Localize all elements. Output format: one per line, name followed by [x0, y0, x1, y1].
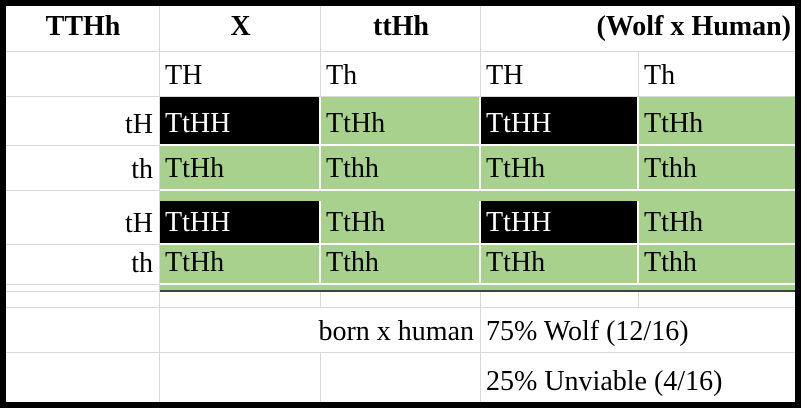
punnett-row: th TtHh Tthh TtHh Tthh — [6, 146, 795, 191]
empty-cell — [6, 191, 160, 201]
wolf-result-cell[interactable]: 75% Wolf (12/16) — [481, 308, 689, 353]
unviable-result-cell[interactable]: 25% Unviable (4/16) — [486, 366, 723, 398]
parent1-genotype-cell[interactable]: TTHh — [6, 6, 160, 52]
green-spacer-row — [6, 191, 795, 201]
punnett-cell-lethal[interactable]: TtHH — [160, 201, 321, 245]
gamete-cell[interactable]: TH — [481, 52, 639, 97]
empty-cell — [639, 308, 795, 353]
empty-cell — [321, 292, 481, 308]
gamete-header-row: TH Th TH Th — [6, 52, 795, 97]
punnett-cell-viable[interactable]: Tthh — [321, 146, 481, 191]
empty-cell — [321, 353, 481, 402]
punnett-cell-lethal[interactable]: TtHH — [160, 97, 321, 146]
punnett-cell-viable[interactable]: Tthh — [639, 245, 795, 285]
punnett-cell-viable[interactable]: TtHh — [160, 245, 321, 285]
summary-cross-label-cell[interactable]: born x human — [318, 308, 481, 353]
cross-note-cell[interactable]: (Wolf x Human) — [481, 6, 795, 52]
punnett-cell-viable[interactable]: TtHh — [481, 245, 639, 285]
empty-cell — [481, 292, 639, 308]
punnett-cell-lethal[interactable]: TtHH — [481, 97, 639, 146]
empty-row — [6, 292, 795, 308]
row-gamete-label[interactable]: th — [6, 146, 160, 191]
row-gamete-label[interactable]: tH — [6, 97, 160, 146]
empty-cell — [6, 308, 160, 353]
empty-cell — [639, 353, 795, 402]
empty-cell — [160, 353, 321, 402]
punnett-row: tH TtHH TtHh TtHH TtHh — [6, 97, 795, 146]
punnett-cell-lethal[interactable]: TtHH — [481, 201, 639, 245]
green-spacer-strip — [160, 191, 795, 201]
punnett-cell-viable[interactable]: TtHh — [481, 146, 639, 191]
punnett-cell-viable[interactable]: TtHh — [321, 97, 481, 146]
gamete-cell[interactable]: Th — [639, 52, 795, 97]
punnett-cell-viable[interactable]: Tthh — [321, 245, 481, 285]
empty-cell — [639, 292, 795, 308]
punnett-cell-viable[interactable]: TtHh — [639, 97, 795, 146]
empty-cell — [160, 292, 321, 308]
green-spacer-strip — [160, 285, 795, 292]
empty-cell — [6, 292, 160, 308]
header-row: TTHh X ttHh (Wolf x Human) — [6, 6, 795, 52]
punnett-cell-viable[interactable]: Tthh — [639, 146, 795, 191]
empty-cell — [6, 285, 160, 292]
summary-row: 25% Unviable (4/16) — [6, 353, 795, 402]
empty-cell — [160, 308, 321, 353]
row-gamete-label[interactable]: th — [6, 245, 160, 285]
punnett-row: tH TtHH TtHh TtHH TtHh — [6, 201, 795, 245]
punnett-cell-viable[interactable]: TtHh — [639, 201, 795, 245]
parent2-genotype-cell[interactable]: ttHh — [321, 6, 481, 52]
gamete-cell[interactable]: TH — [160, 52, 321, 97]
summary-row: born x human 75% Wolf (12/16) — [6, 308, 795, 353]
punnett-row: th TtHh Tthh TtHh Tthh — [6, 245, 795, 285]
row-gamete-label[interactable]: tH — [6, 201, 160, 245]
empty-cell — [6, 52, 160, 97]
green-spacer-row — [6, 285, 795, 292]
gamete-cell[interactable]: Th — [321, 52, 481, 97]
punnett-cell-viable[interactable]: TtHh — [160, 146, 321, 191]
empty-cell — [6, 353, 160, 402]
punnett-cell-viable[interactable]: TtHh — [321, 201, 481, 245]
cross-symbol-cell[interactable]: X — [160, 6, 321, 52]
